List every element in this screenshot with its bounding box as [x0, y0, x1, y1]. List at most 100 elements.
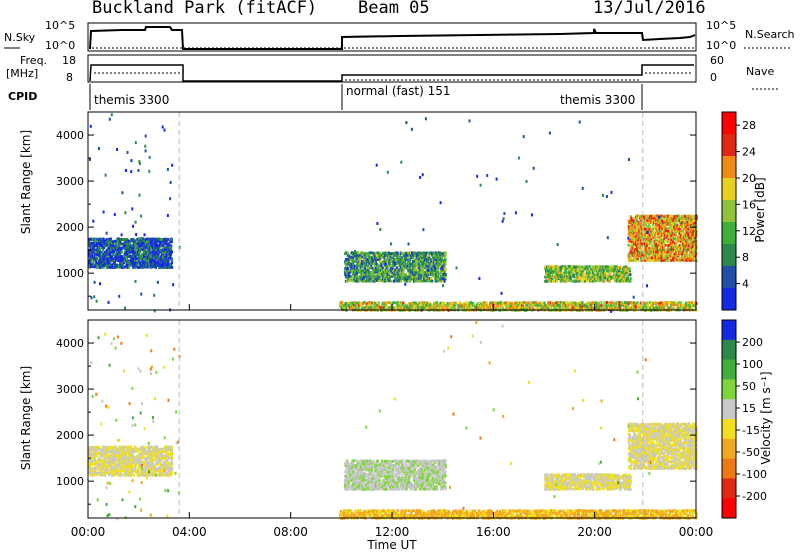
echo-cell [402, 306, 405, 309]
echo-speckle [424, 117, 427, 121]
echo-cell [577, 302, 580, 305]
echo-cell [378, 254, 381, 257]
echo-cell [354, 271, 357, 275]
echo-cell [664, 214, 667, 218]
echo-cell [674, 256, 677, 260]
echo-cell [666, 304, 669, 308]
echo-cell [411, 251, 414, 255]
echo-cell [627, 267, 630, 271]
echo-cell [419, 304, 422, 308]
echo-cell [689, 257, 692, 260]
echo-cell [129, 261, 132, 265]
echo-cell [444, 258, 447, 262]
echo-cell [602, 269, 606, 273]
echo-speckle [166, 214, 169, 217]
echo-cell [645, 243, 649, 247]
echo-cell [124, 255, 127, 258]
echo-cell [95, 263, 98, 267]
echo-cell [672, 245, 675, 249]
echo-cell [375, 306, 378, 309]
echo-cell [353, 277, 356, 281]
echo-cell [99, 449, 102, 453]
echo-cell [664, 227, 667, 231]
echo-cell [632, 303, 635, 307]
echo-cell [378, 270, 381, 274]
echo-cell [378, 251, 381, 255]
echo-cell [344, 275, 348, 279]
echo-cell [674, 248, 677, 251]
echo-cell [444, 269, 447, 272]
echo-cell [558, 304, 561, 308]
echo-cell [690, 259, 693, 262]
echo-cell [459, 303, 462, 307]
echo-cell [679, 227, 682, 230]
echo-speckle [517, 156, 520, 160]
echo-cell [674, 231, 677, 235]
echo-cell [103, 261, 106, 265]
echo-cell [668, 233, 671, 237]
echo-cell [528, 303, 531, 307]
colorbar-tick-label: 16 [742, 198, 756, 211]
echo-cell [659, 235, 662, 239]
echo-cell [399, 277, 402, 280]
echo-cell [607, 265, 610, 269]
echo-cell [550, 271, 553, 275]
echo-cell [674, 219, 677, 222]
echo-cell [348, 304, 351, 307]
colorbar-swatch [722, 134, 736, 157]
echo-cell [500, 302, 503, 305]
echo-cell [144, 241, 147, 245]
echo-cell [94, 463, 97, 466]
echo-cell [632, 219, 635, 223]
echo-cell [418, 255, 421, 259]
echo-cell [570, 306, 573, 310]
echo-cell [444, 273, 447, 276]
echo-cell [393, 275, 396, 279]
echo-cell [401, 269, 404, 272]
echo-cell [341, 303, 344, 307]
echo-cell [646, 252, 649, 256]
echo-cell [584, 277, 588, 280]
echo-cell [553, 303, 556, 307]
echo-cell [105, 463, 108, 466]
echo-cell [93, 473, 96, 477]
echo-cell [689, 231, 692, 235]
echo-cell [651, 256, 654, 260]
echo-cell [369, 279, 372, 283]
echo-cell [667, 244, 670, 247]
echo-cell [631, 252, 634, 255]
echo-cell [461, 305, 464, 309]
echo-cell [391, 273, 394, 277]
echo-cell [116, 251, 119, 254]
echo-cell [90, 450, 93, 454]
echo-cell [113, 471, 116, 475]
echo-cell [629, 215, 632, 218]
echo-cell [683, 241, 686, 245]
echo-cell [548, 303, 551, 307]
echo-cell [671, 240, 674, 244]
echo-cell [366, 262, 370, 265]
echo-cell [441, 258, 444, 261]
echo-cell [632, 225, 635, 229]
echo-cell [394, 262, 397, 265]
echo-cell [91, 457, 95, 460]
echo-cell [379, 306, 382, 309]
echo-cell [376, 279, 379, 282]
echo-cell [655, 254, 659, 258]
echo-cell [613, 301, 617, 305]
echo-cell [417, 305, 420, 309]
echo-cell [357, 264, 360, 267]
echo-cell [141, 237, 145, 241]
echo-speckle [105, 231, 108, 235]
echo-cell [492, 304, 496, 307]
nave-tick-top: 60 [710, 54, 724, 67]
echo-cell [374, 251, 377, 255]
echo-cell [359, 260, 362, 264]
echo-cell [610, 265, 613, 269]
echo-cell [592, 265, 595, 269]
echo-cell [677, 218, 680, 222]
echo-cell [646, 258, 649, 262]
echo-cell [420, 279, 424, 283]
echo-cell [609, 271, 612, 275]
